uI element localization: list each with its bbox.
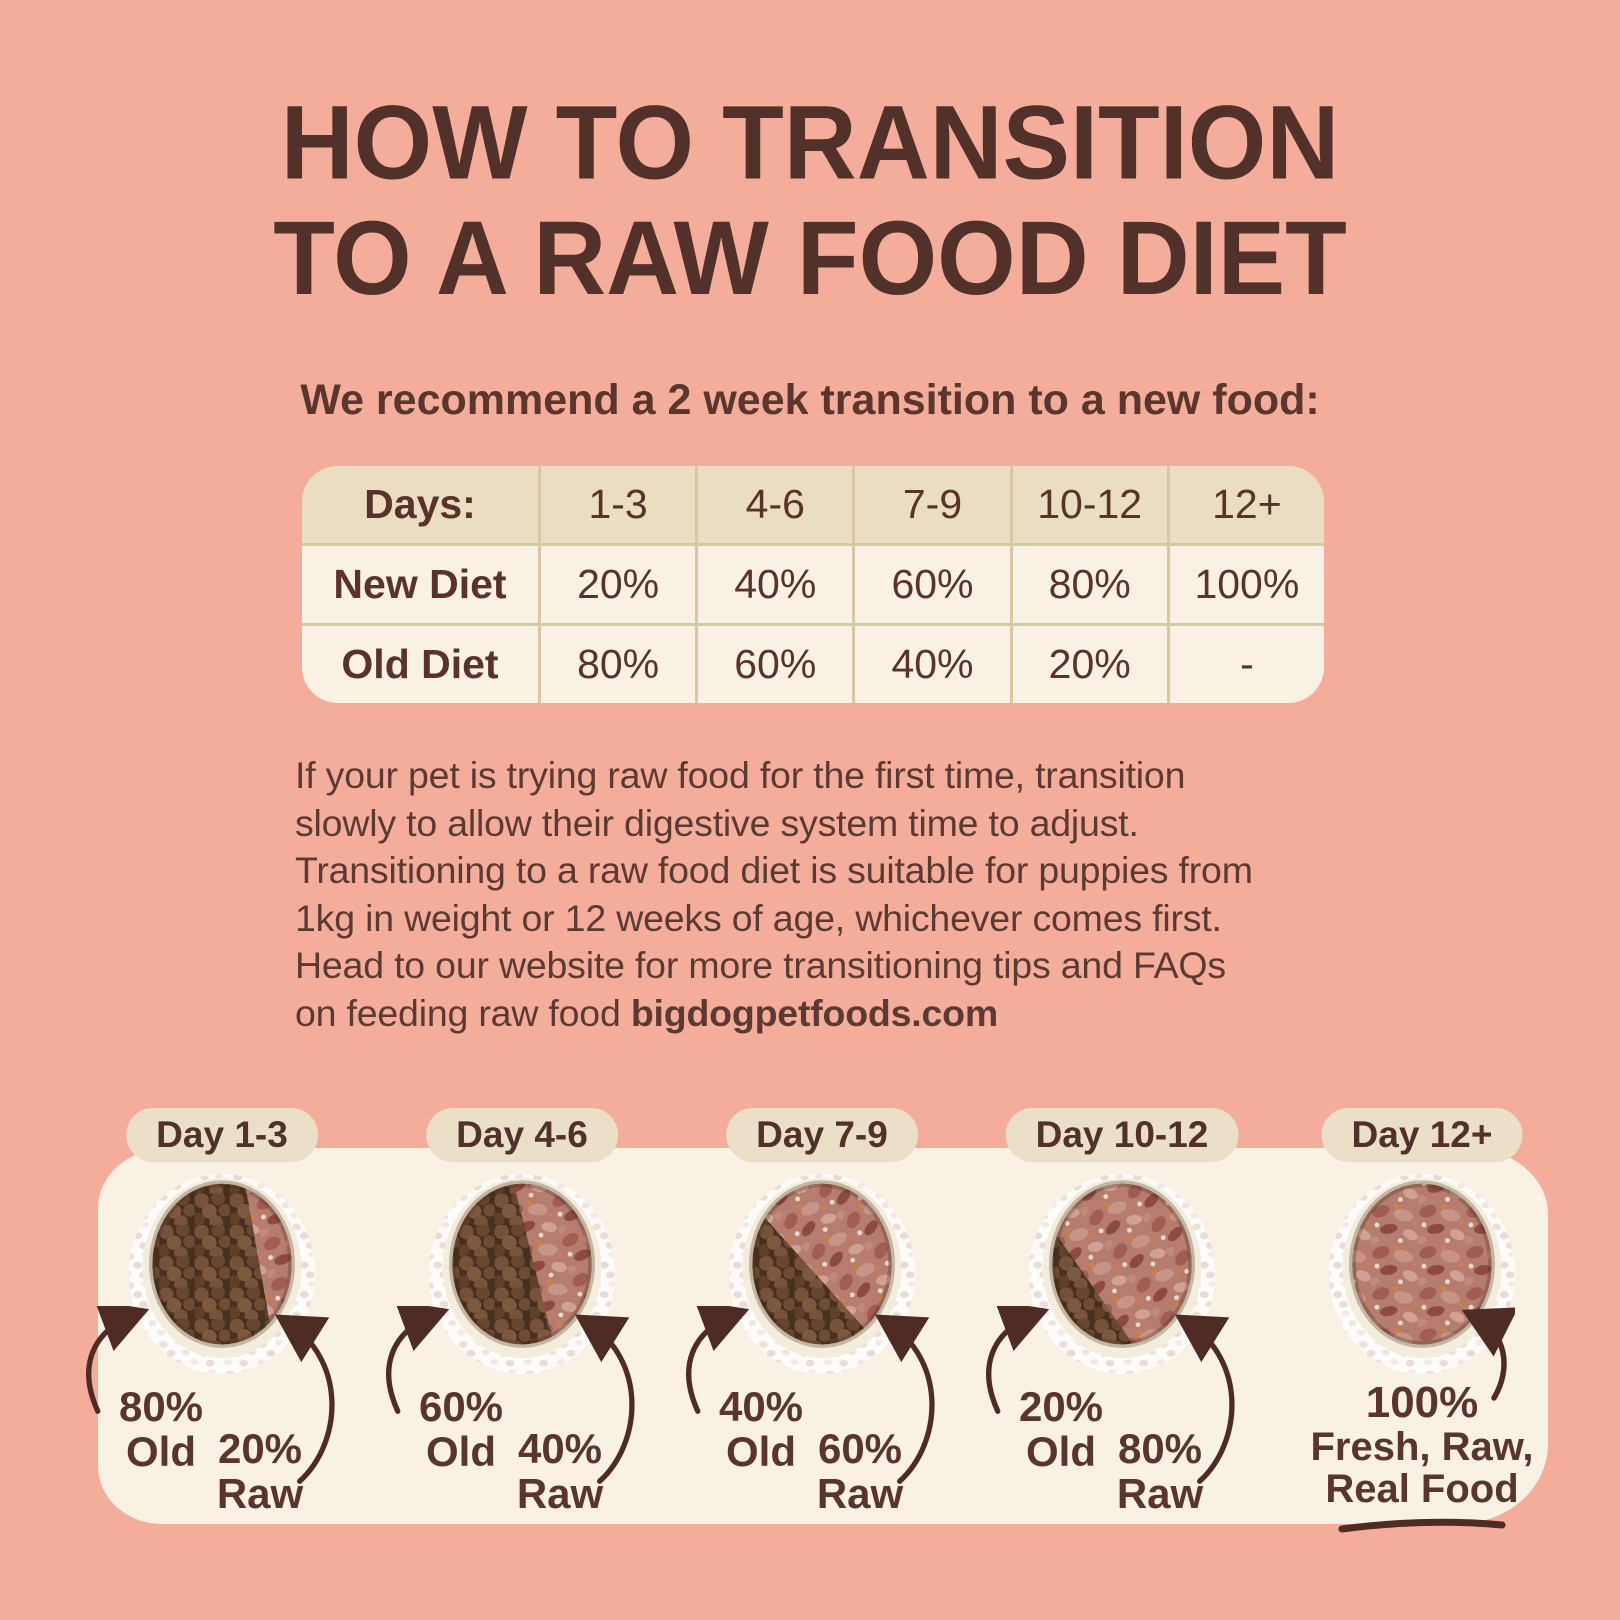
curved-arrow-icon [986,1306,1050,1414]
curved-arrow-icon [686,1306,750,1414]
table-header-days: Days: [364,481,476,527]
table-cell: 20% [538,546,695,623]
table-cell: - [1166,626,1324,703]
title-line-2: TO A RAW FOOD DIET [273,200,1347,317]
paragraph-line: Transitioning to a raw food diet is suit… [295,849,1253,891]
table-cell: 80% [538,626,695,703]
curved-arrow-icon [1174,1314,1235,1484]
transition-table: Days: 1-3 4-6 7-9 10-12 12+ New Diet 20%… [302,466,1324,703]
food-bowl-image [428,1173,616,1374]
final-food-label: 100% Fresh, Raw, Real Food [1287,1380,1557,1534]
row-label: Old Diet [341,641,499,687]
table-cell: 20% [1009,626,1167,703]
underline-flourish [1338,1518,1506,1533]
day-range-badge: Day 7-9 [726,1108,918,1162]
transition-stages: Day 1-3 80% Old 20% [72,1108,1572,1538]
paragraph-line: 1kg in weight or 12 weeks of age, whiche… [295,896,1222,939]
day-range-badge: Day 4-6 [426,1108,618,1162]
day-range-badge: Day 1-3 [126,1108,318,1162]
table-cell: 40% [852,626,1009,703]
paragraph-line: If your pet is trying raw food for the f… [295,754,1186,796]
row-label: New Diet [333,561,507,607]
table-header-row: Days: 1-3 4-6 7-9 10-12 12+ [302,466,1324,543]
paragraph-line: slowly to allow their digestive system t… [295,801,1139,844]
curved-arrow-icon [574,1314,635,1484]
day-range-badge: Day 12+ [1321,1108,1523,1162]
stage-day-4-6: Day 4-6 60% Old 40% [372,1108,672,1538]
raw-portion-label: 60% Raw [816,1425,904,1517]
page-title: HOW TO TRANSITION TO A RAW FOOD DIET [0,84,1620,317]
curved-arrow-icon [274,1314,335,1484]
day-range-badge: Day 10-12 [1005,1108,1239,1162]
table-cell: 60% [695,626,852,703]
table-row-new-diet: New Diet 20% 40% 60% 80% 100% [302,543,1324,623]
subtitle: We recommend a 2 week transition to a ne… [300,376,1320,424]
table-header-cell: 1-3 [538,466,695,543]
raw-portion-label: 20% Raw [216,1425,304,1517]
table-cell: 80% [1009,546,1167,623]
table-header-cell: 4-6 [695,466,852,543]
title-line-1: HOW TO TRANSITION [280,84,1340,202]
food-bowl-image [728,1173,916,1374]
website-url: bigdogpetfoods.com [630,991,999,1034]
old-portion-label: 80% Old [118,1383,204,1475]
curved-arrow-icon [874,1314,935,1484]
paragraph-line: Head to our website for more transitioni… [295,944,1226,986]
old-portion-label: 20% Old [1018,1383,1104,1475]
table-header-cell: 7-9 [852,466,1009,543]
table-header-cell: 12+ [1166,466,1324,543]
paragraph-line: on feeding raw food bigdogpetfoods.com [295,990,1315,1038]
table-header-cell: 10-12 [1009,466,1167,543]
old-portion-label: 40% Old [718,1383,804,1475]
table-cell: 60% [852,546,1009,623]
description-paragraph: If your pet is trying raw food for the f… [295,752,1315,1037]
raw-portion-label: 40% Raw [516,1425,604,1517]
stage-day-10-12: Day 10-12 20% Old 8 [972,1108,1272,1538]
curved-arrow-icon [86,1306,150,1414]
food-bowl-image [128,1173,316,1374]
paragraph-text: on feeding raw food [295,991,631,1034]
raw-portion-label: 80% Raw [1116,1425,1204,1517]
table-cell: 40% [695,546,852,623]
stage-day-7-9: Day 7-9 40% Old 60% [672,1108,972,1538]
old-portion-label: 60% Old [418,1383,504,1475]
curved-arrow-icon [1461,1307,1515,1401]
table-row-old-diet: Old Diet 80% 60% 40% 20% - [302,623,1324,703]
table-cell: 100% [1166,546,1324,623]
food-bowl-image [1028,1173,1216,1374]
stage-day-1-3: Day 1-3 80% Old 20% [72,1108,372,1538]
curved-arrow-icon [386,1306,450,1414]
stage-day-12-plus: Day 12+ 100% Fresh, Raw, Real Food [1272,1108,1572,1538]
